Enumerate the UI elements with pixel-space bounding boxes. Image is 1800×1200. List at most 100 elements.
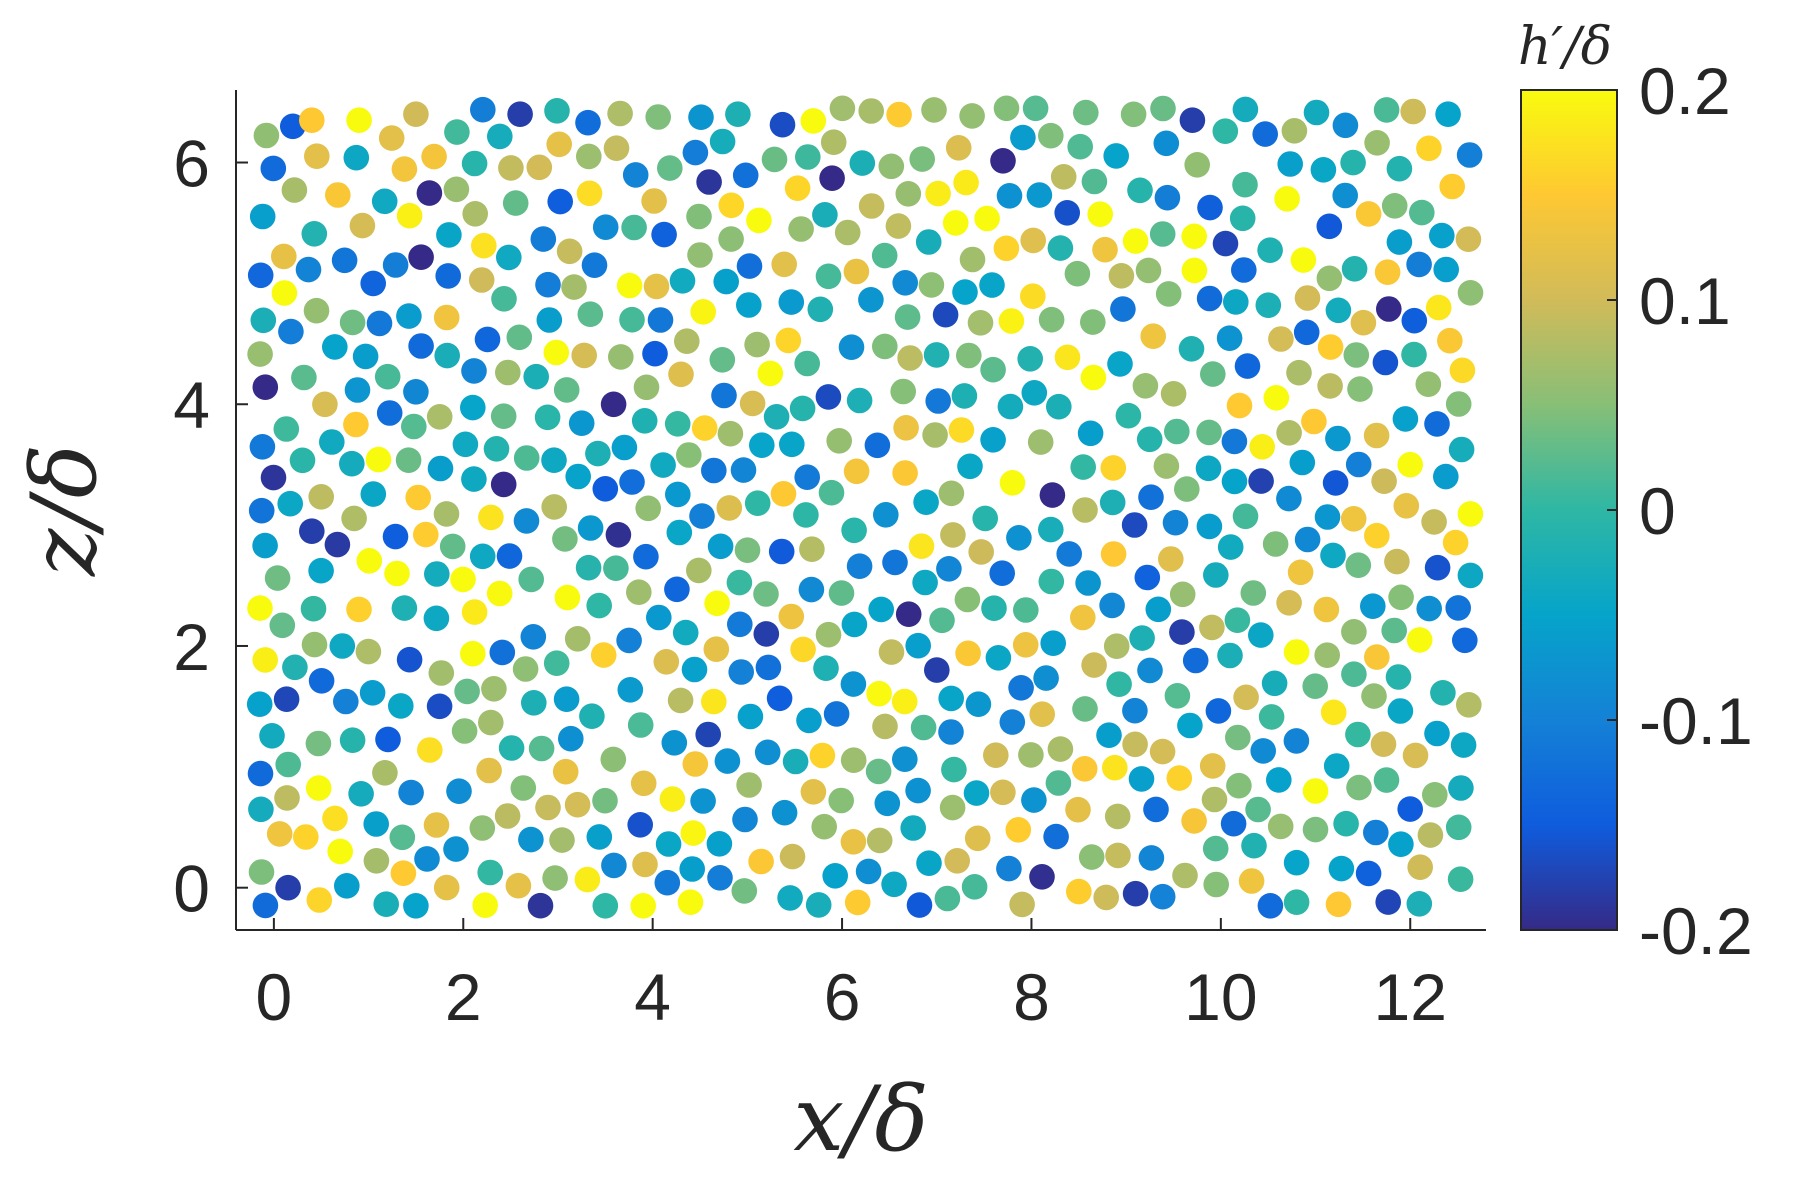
scatter-point — [444, 119, 470, 145]
scatter-point — [964, 825, 991, 852]
scatter-point — [426, 404, 453, 430]
scatter-point — [989, 560, 1015, 586]
scatter-point — [295, 256, 322, 283]
scatter-point — [793, 502, 819, 528]
scatter-point — [886, 101, 912, 128]
scatter-point — [1216, 325, 1243, 352]
scatter-point — [476, 757, 502, 784]
scatter-point — [881, 871, 907, 898]
scatter-point — [1038, 516, 1064, 543]
scatter-point — [1033, 665, 1059, 691]
scatter-point — [264, 565, 291, 591]
scatter-point — [1448, 436, 1475, 463]
scatter-point — [900, 815, 926, 841]
scatter-point — [1104, 803, 1131, 830]
scatter-point — [1150, 95, 1176, 122]
scatter-point — [956, 342, 982, 369]
scatter-point — [1416, 595, 1442, 622]
scatter-point — [616, 627, 642, 654]
scatter-point — [1029, 864, 1055, 890]
scatter-point — [1071, 756, 1098, 782]
scatter-point — [395, 447, 422, 474]
scatter-point — [1202, 835, 1229, 862]
scatter-point — [627, 712, 654, 738]
scatter-point — [1110, 296, 1136, 322]
scatter-point — [755, 654, 782, 681]
scatter-point — [611, 434, 638, 461]
scatter-point — [766, 685, 793, 712]
scatter-point — [961, 874, 988, 900]
scatter-point — [718, 192, 745, 219]
scatter-point — [711, 382, 737, 409]
scatter-point — [260, 155, 287, 182]
scatter-point — [507, 101, 533, 127]
scatter-point — [645, 104, 671, 130]
scatter-point — [1047, 736, 1074, 762]
scatter-point — [1286, 359, 1312, 386]
scatter-point — [428, 660, 455, 686]
scatter-point — [632, 851, 658, 878]
scatter-point — [967, 310, 994, 336]
scatter-point — [929, 607, 955, 634]
scatter-point — [498, 155, 524, 181]
scatter-point — [461, 599, 488, 625]
scatter-point — [677, 889, 704, 915]
scatter-point — [893, 415, 919, 441]
scatter-point — [423, 605, 450, 632]
scatter-point — [828, 787, 854, 814]
scatter-point — [384, 560, 410, 587]
scatter-point — [496, 543, 523, 569]
scatter-point — [424, 561, 450, 587]
scatter-point — [1106, 671, 1132, 697]
scatter-point — [844, 889, 871, 916]
scatter-point — [1283, 639, 1310, 665]
scatter-point — [543, 339, 570, 366]
scatter-point — [1276, 485, 1302, 512]
scatter-point — [1138, 484, 1164, 511]
scatter-point — [1371, 468, 1397, 495]
scatter-point — [993, 95, 1020, 122]
scatter-point — [490, 403, 517, 430]
scatter-point — [779, 431, 805, 458]
scatter-point — [374, 363, 401, 390]
scatter-point — [344, 377, 371, 403]
scatter-point — [754, 739, 781, 766]
scatter-point — [934, 885, 961, 912]
scatter-point — [736, 772, 762, 798]
scatter-point — [959, 246, 986, 273]
scatter-point — [1197, 194, 1223, 221]
scatter-point — [1372, 349, 1399, 376]
scatter-point — [717, 420, 744, 447]
scatter-point — [471, 232, 497, 259]
scatter-point — [1364, 644, 1390, 670]
scatter-point — [1248, 622, 1274, 648]
scatter-point — [1099, 489, 1126, 516]
scatter-point — [1425, 294, 1452, 321]
y-axis-label: z/δ — [12, 444, 117, 577]
scatter-point — [252, 374, 279, 401]
scatter-point — [1430, 680, 1456, 706]
scatter-point — [1153, 130, 1180, 157]
scatter-point — [790, 636, 816, 663]
scatter-point — [1080, 309, 1106, 335]
scatter-point — [1070, 604, 1096, 631]
scatter-point — [553, 686, 580, 712]
scatter-point — [1043, 823, 1069, 850]
scatter-point — [513, 508, 540, 534]
scatter-point — [647, 307, 674, 333]
x-tick-label: 8 — [1013, 960, 1050, 1034]
scatter-point — [1302, 778, 1329, 804]
scatter-point — [1421, 509, 1447, 535]
scatter-point — [462, 201, 489, 227]
scatter-point — [983, 742, 1009, 768]
scatter-point — [1217, 642, 1243, 669]
scatter-point — [512, 656, 539, 682]
scatter-point — [450, 566, 476, 593]
scatter-point — [348, 781, 374, 807]
scatter-point — [918, 272, 945, 298]
scatter-point — [894, 304, 921, 330]
scatter-point — [828, 580, 855, 606]
scatter-point — [838, 334, 865, 361]
scatter-point — [469, 815, 496, 841]
scatter-point — [728, 659, 754, 685]
